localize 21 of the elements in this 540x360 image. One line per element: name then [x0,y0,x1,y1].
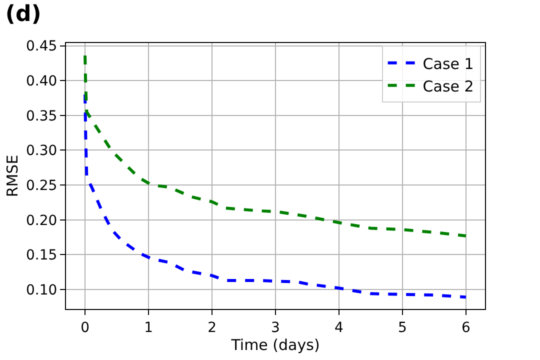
x-tick-label: 4 [334,320,344,336]
y-tick-label: 0.45 [26,38,58,55]
y-tick-label: 0.35 [26,108,58,124]
y-tick-label: 0.25 [26,178,58,194]
y-tick-label: 0.10 [26,282,58,298]
x-tick-label: 0 [80,320,90,336]
x-tick-label: 6 [461,320,470,336]
y-axis-title: RMSE [3,154,22,198]
y-tick-label: 0.20 [26,212,58,229]
chart-title: (d) [5,2,42,27]
legend-label: Case 1 [422,54,474,73]
y-tick-label: 0.30 [26,143,58,160]
y-tick-label: 0.15 [26,248,58,264]
x-axis-title: Time (days) [230,336,320,354]
x-tick-label: 2 [208,320,216,336]
line-series [84,93,468,299]
x-tick-label: 3 [271,320,280,336]
x-tick-label: 5 [398,320,407,336]
legend-label: Case 2 [422,77,474,96]
y-tick-label: 0.40 [26,74,58,90]
x-tick-label: 1 [144,320,153,336]
